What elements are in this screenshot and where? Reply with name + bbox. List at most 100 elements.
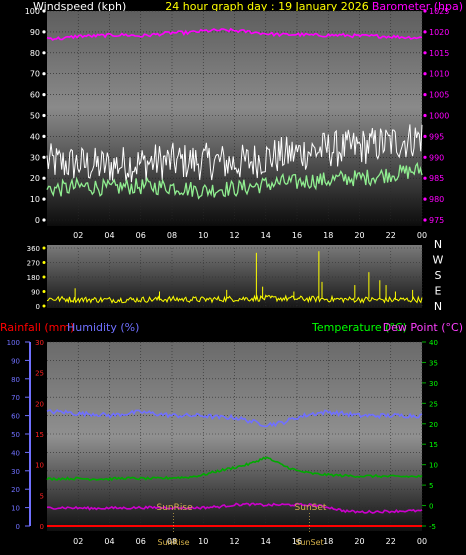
time-tick-label: 00 [417, 231, 427, 240]
direction-tick-label: 270 [27, 260, 40, 268]
barometer-tick-mark [423, 9, 427, 13]
wind-tick-mark [42, 218, 46, 222]
wind-tick-label: 50 [30, 112, 40, 121]
wind-tick-label: 100 [25, 7, 40, 16]
temperature-axis-title: Temperature (°C) [311, 321, 407, 334]
dewpoint-series [46, 502, 423, 514]
rainfall-tick-label: 5 [40, 492, 44, 500]
wind-tick-mark [42, 9, 46, 13]
time-tick-label: 04 [104, 231, 114, 240]
barometer-tick-label: 1000 [429, 112, 449, 121]
humidity-tick-label: 0 [16, 523, 20, 531]
temperature-tick-label: 0 [429, 503, 433, 511]
humidity-tick-label: 40 [11, 449, 20, 457]
axis-labels-layer: 0102030405060708090100975980985990995100… [7, 7, 450, 547]
time-tick-label: 08 [167, 231, 177, 240]
compass-label: W [433, 254, 444, 267]
barometer-tick-label: 980 [429, 195, 444, 204]
dewpoint-axis-title: Dew Point (°C) [383, 321, 463, 334]
rainfall-tick-label: 0 [40, 523, 44, 531]
temperature-tick-label: -5 [429, 523, 436, 531]
barometer-tick-mark [423, 134, 427, 138]
wind-average-series [46, 161, 423, 200]
time-tick-label: 14 [261, 537, 271, 546]
time-tick-label: 06 [136, 537, 146, 546]
time-tick-label: 10 [198, 537, 208, 546]
barometer-tick-mark [423, 93, 427, 97]
series-layer [46, 27, 423, 527]
compass-label: N [434, 238, 442, 251]
barometer-tick-mark [423, 176, 427, 180]
humidity-tick-label: 10 [11, 505, 20, 513]
barometer-tick-label: 1010 [429, 70, 449, 79]
rainfall-tick-label: 25 [35, 370, 44, 378]
direction-tick-mark [42, 304, 46, 308]
sun-event-axis-label: SunSet [295, 538, 323, 547]
humidity-tick-label: 80 [11, 376, 20, 384]
barometer-series [46, 27, 423, 41]
humidity-series [46, 409, 423, 428]
time-tick-label: 22 [386, 231, 396, 240]
time-tick-label: 04 [104, 537, 114, 546]
wind-tick-label: 0 [35, 216, 40, 225]
humidity-tick-label: 50 [11, 431, 20, 439]
wind-tick-mark [42, 134, 46, 138]
wind-tick-mark [42, 155, 46, 159]
rainfall-tick-label: 15 [35, 431, 44, 439]
wind-tick-label: 80 [30, 49, 40, 58]
direction-tick-label: 90 [31, 289, 40, 297]
wind-tick-mark [42, 197, 46, 201]
wind-tick-mark [42, 72, 46, 76]
humidity-tick-label: 30 [11, 468, 20, 476]
temperature-tick-label: 20 [429, 421, 438, 429]
time-tick-label: 00 [417, 537, 427, 546]
temperature-tick-label: 25 [429, 400, 438, 408]
barometer-tick-label: 1005 [429, 91, 449, 100]
temperature-tick-label: 40 [429, 339, 438, 347]
humidity-tick-label: 20 [11, 486, 20, 494]
time-tick-label: 12 [229, 537, 239, 546]
time-tick-label: 08 [167, 537, 177, 546]
barometer-tick-label: 990 [429, 153, 444, 162]
direction-tick-label: 360 [27, 245, 40, 253]
time-tick-label: 16 [292, 537, 302, 546]
wind-tick-label: 10 [30, 195, 40, 204]
barometer-tick-label: 1025 [429, 7, 449, 16]
temperature-series [46, 456, 423, 482]
barometer-tick-label: 1020 [429, 28, 449, 37]
time-tick-label: 10 [198, 231, 208, 240]
time-tick-label: 02 [73, 231, 83, 240]
time-tick-label: 02 [73, 537, 83, 546]
sun-event-axis-label: SunRise [158, 538, 190, 547]
time-tick-label: 20 [354, 231, 364, 240]
time-tick-label: 12 [229, 231, 239, 240]
time-tick-label: 14 [261, 231, 271, 240]
humidity-tick-label: 100 [7, 339, 20, 347]
barometer-tick-mark [423, 30, 427, 34]
wind-tick-label: 20 [30, 174, 40, 183]
time-tick-label: 18 [323, 231, 333, 240]
temperature-panel-background [47, 342, 422, 531]
wind-direction-series [46, 294, 423, 304]
wind-tick-mark [42, 113, 46, 118]
compass-label: S [435, 269, 442, 282]
humidity-tick-label: 70 [11, 394, 20, 402]
barometer-tick-mark [423, 51, 427, 55]
barometer-tick-mark [423, 218, 427, 222]
wind-gust-series [46, 124, 423, 183]
wind-tick-mark [42, 93, 46, 97]
sun-event-label: SunRise [157, 503, 194, 513]
temperature-tick-label: 30 [429, 380, 438, 388]
barometer-tick-label: 1015 [429, 49, 449, 58]
temperature-tick-label: 5 [429, 482, 433, 490]
barometer-tick-mark [423, 155, 427, 159]
barometer-tick-label: 975 [429, 216, 444, 225]
windspeed-axis-title: Windspeed (kph) [33, 0, 126, 13]
time-tick-label: 06 [136, 231, 146, 240]
rainfall-tick-label: 10 [35, 462, 44, 470]
direction-tick-mark [42, 275, 46, 279]
sun-event-label: SunSet [295, 503, 327, 513]
rainfall-tick-label: 30 [35, 339, 44, 347]
